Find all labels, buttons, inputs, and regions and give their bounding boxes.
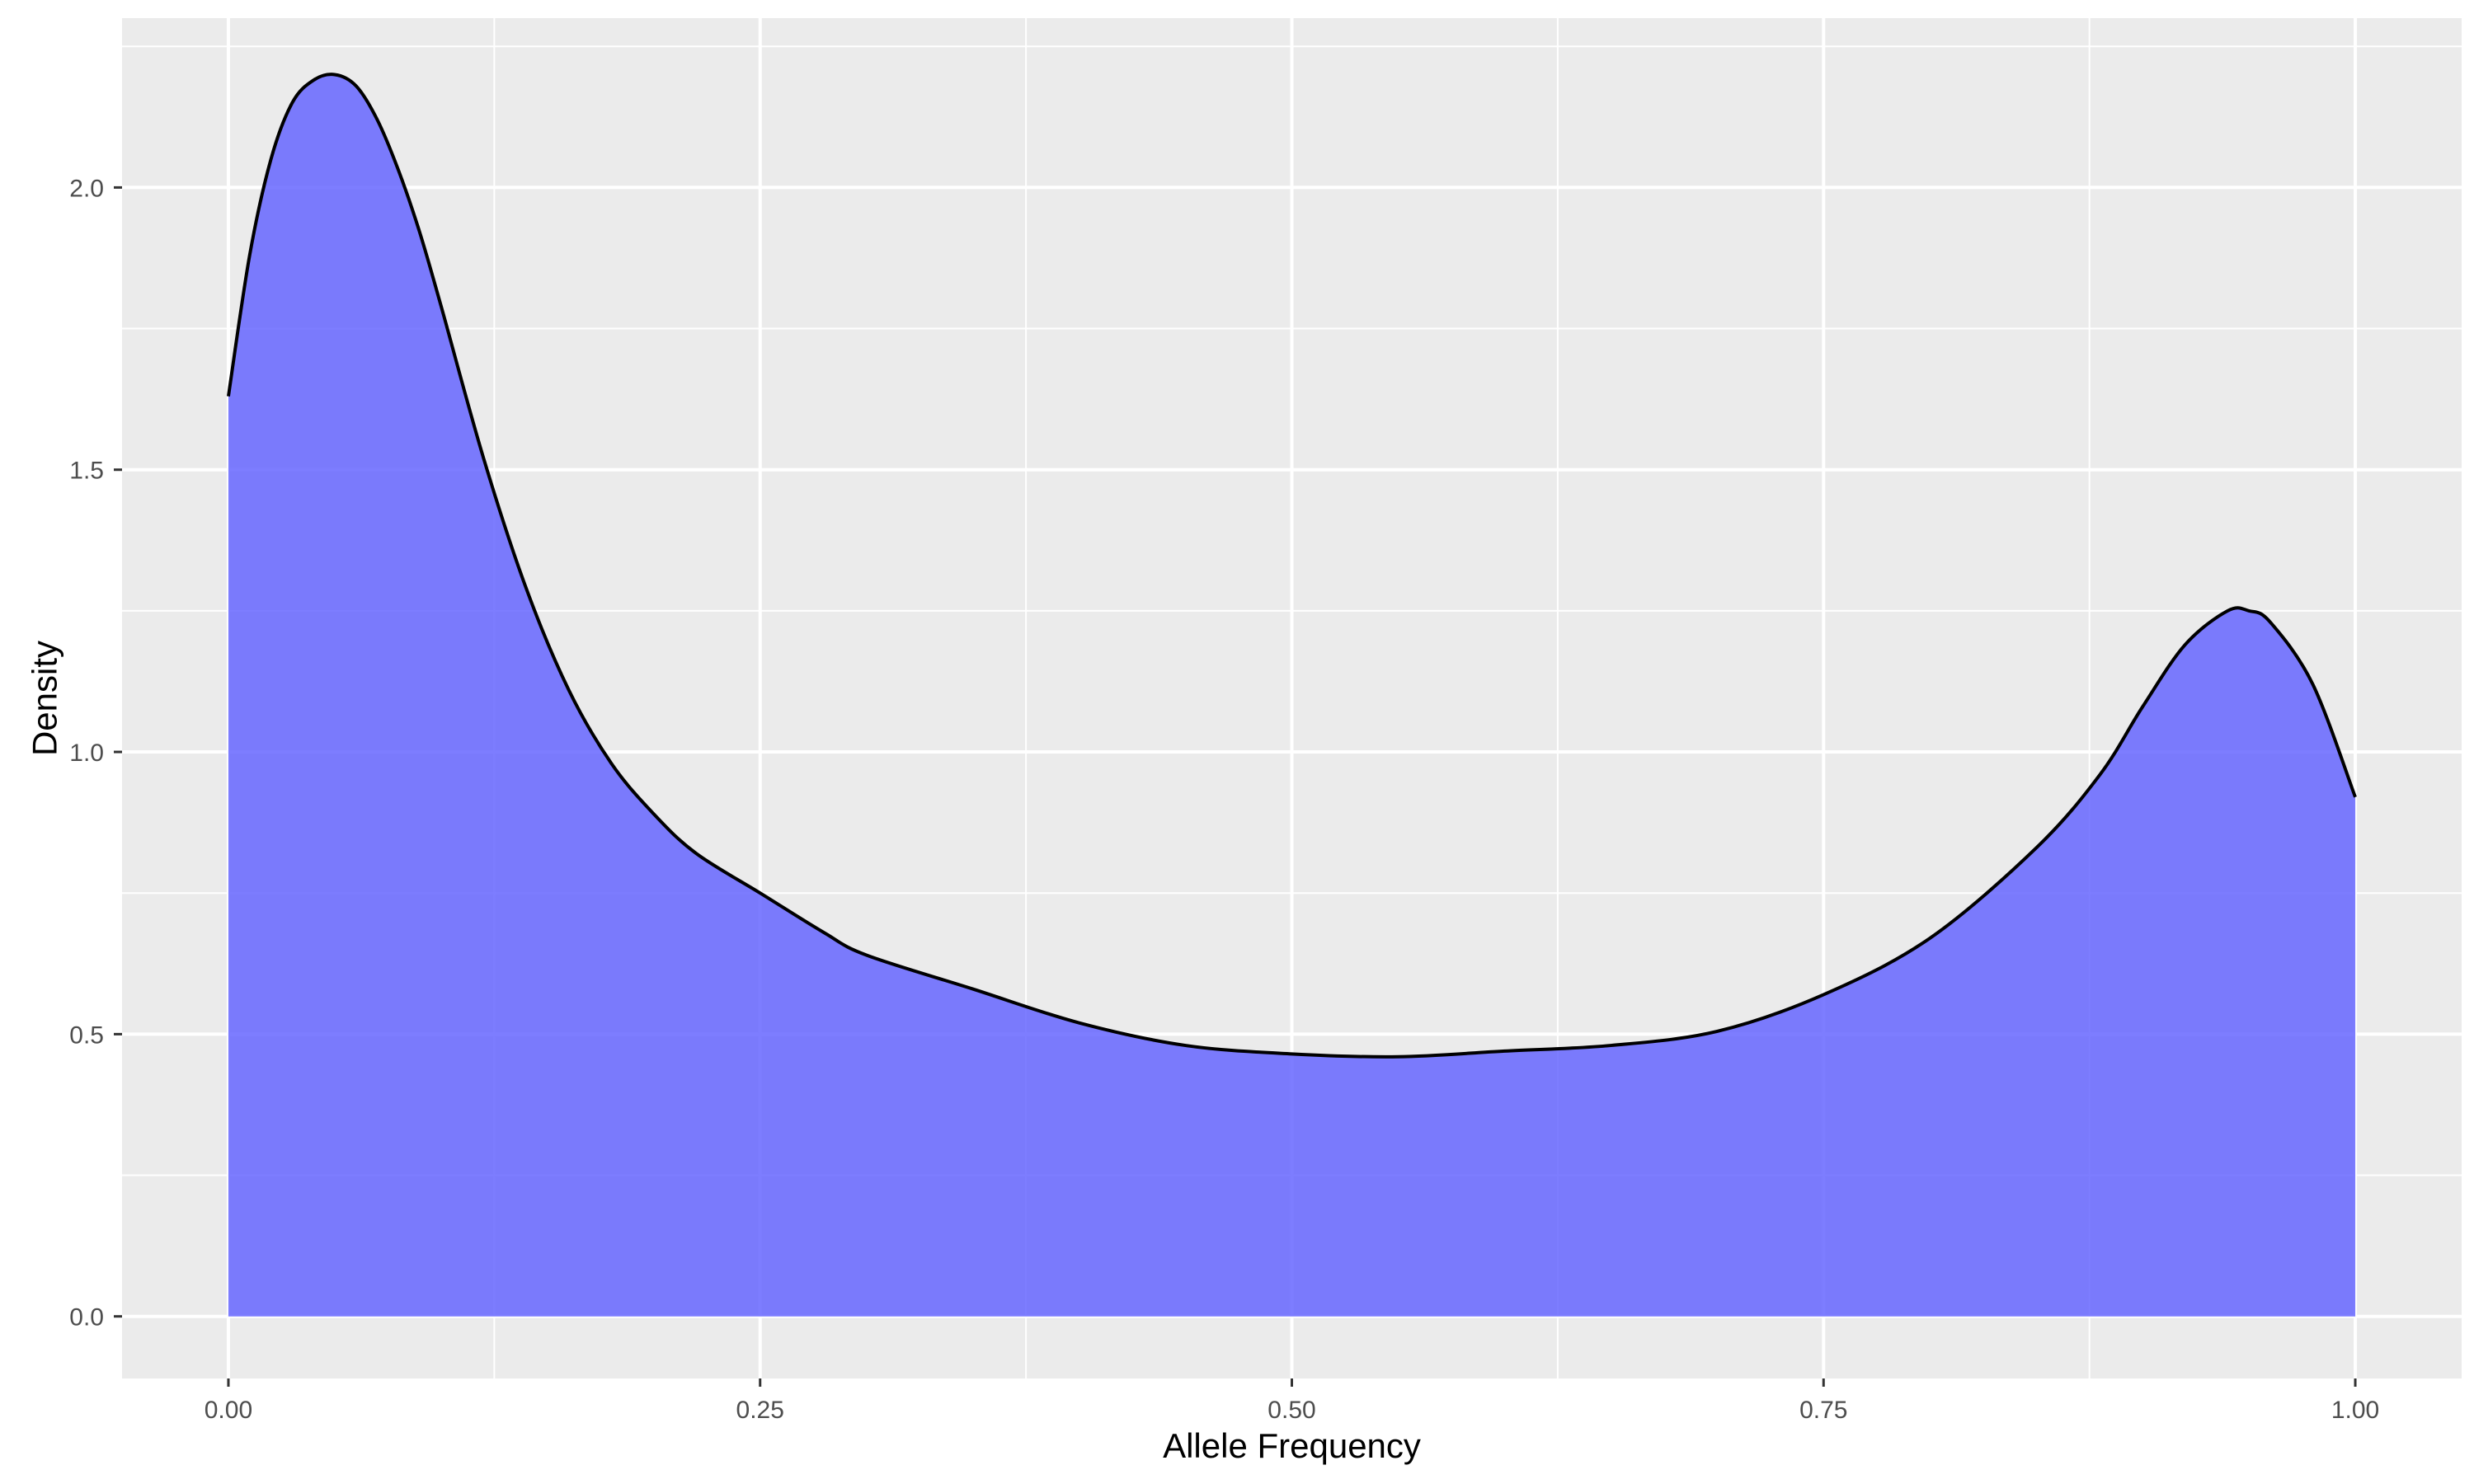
y-tick-label: 1.0 [69, 740, 104, 767]
x-tick-label: 1.00 [2331, 1397, 2379, 1424]
x-axis-title: Allele Frequency [1163, 1426, 1421, 1465]
x-tick-label: 0.25 [736, 1397, 784, 1424]
y-tick-label: 2.0 [69, 175, 104, 202]
y-tick-label: 0.0 [69, 1304, 104, 1331]
density-area [228, 74, 2356, 1317]
y-tick-label: 1.5 [69, 458, 104, 485]
density-line [226, 73, 2357, 1059]
x-tick-label: 0.00 [205, 1397, 252, 1424]
x-tick-label: 0.75 [1799, 1397, 1847, 1424]
x-axis: 0.00 0.25 0.50 0.75 1.00 [205, 1378, 2379, 1424]
x-tick-label: 0.50 [1268, 1397, 1315, 1424]
y-tick-label: 0.5 [69, 1021, 104, 1049]
y-axis: 0.0 0.5 1.0 1.5 2.0 [69, 175, 122, 1331]
y-axis-title: Density [26, 641, 64, 756]
